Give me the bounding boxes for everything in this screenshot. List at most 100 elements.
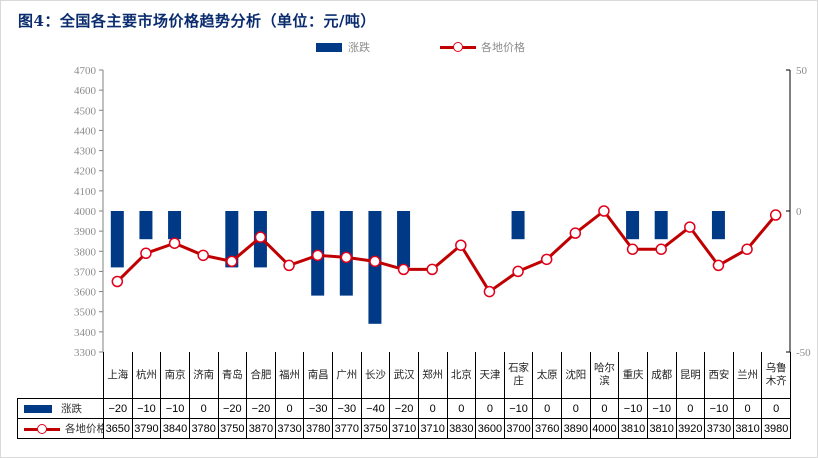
price-row-cell: 3840 (160, 418, 190, 439)
change-row-cell: −40 (360, 398, 391, 419)
price-marker (168, 237, 181, 249)
legend-label-price: 各地价格 (481, 41, 525, 54)
price-row-cell: 3780 (188, 418, 219, 439)
change-bar (168, 211, 182, 240)
category-label: 重庆 (618, 352, 648, 399)
price-row-cell: 3830 (446, 418, 477, 439)
change-row-cell: 0 (475, 398, 505, 419)
price-marker (369, 255, 381, 268)
price-row-cell: 3730 (274, 418, 305, 439)
change-row-cell: −10 (160, 398, 190, 419)
price-row-cell: 3810 (618, 418, 648, 439)
category-label: 广州 (332, 352, 362, 399)
price-marker (655, 243, 667, 256)
left-axis-tick-label: 4500 (74, 105, 97, 117)
price-row-cell: 3920 (675, 418, 706, 439)
price-marker (569, 227, 582, 239)
change-row-cell: −20 (389, 398, 419, 419)
change-bar (711, 211, 725, 240)
category-label: 西安 (704, 352, 734, 399)
left-axis-tick-label: 4400 (74, 125, 97, 137)
price-marker (254, 231, 267, 243)
data-table: 上海 杭州 南京 济南 青岛 合肥 福州 南昌 广州 长沙 武汉 郑州 北京 天津 石家庄太原 沈阳 哈尔滨重庆… (17, 352, 791, 439)
price-row-cell: 4000 (589, 418, 620, 439)
bar-swatch-icon (316, 42, 342, 52)
left-axis-tick-label: 4700 (74, 65, 97, 77)
change-row-cell: −10 (618, 398, 648, 419)
category-label: 成都 (646, 352, 677, 399)
legend-item-change: 涨跌 (316, 40, 370, 54)
price-line (116, 209, 777, 294)
category-label: 济南 (188, 352, 219, 399)
left-axis-tick-label: 4200 (74, 166, 97, 178)
price-row-cell: 3730 (704, 418, 734, 439)
price-row-cell: 3710 (389, 418, 419, 439)
change-row-cell: −20 (103, 398, 133, 419)
table-corner (17, 352, 104, 399)
price-marker (197, 249, 209, 262)
left-axis-tick-label: 4300 (74, 146, 97, 158)
category-label: 长沙 (360, 352, 391, 399)
price-marker (483, 285, 496, 298)
change-row-cell: −10 (503, 398, 534, 419)
category-label: 合肥 (246, 352, 276, 399)
left-axis-tick-label: 4000 (74, 206, 97, 218)
change-bar (626, 211, 640, 240)
category-label: 福州 (274, 352, 305, 399)
change-bar (139, 211, 153, 240)
price-row-cell: 3600 (475, 418, 505, 439)
legend-label-change: 涨跌 (348, 41, 370, 54)
change-row-cell: −20 (246, 398, 276, 419)
change-row-cell: 0 (532, 398, 562, 419)
change-row-cell: −30 (332, 398, 362, 419)
price-row-label: 各地价格 (17, 418, 104, 439)
category-label: 沈阳 (561, 352, 591, 399)
bar-swatch-icon (24, 405, 52, 413)
price-marker (712, 259, 725, 272)
category-label: 石家庄 (503, 352, 534, 399)
line-marker-swatch-icon (24, 424, 60, 434)
price-row-cell: 3710 (417, 418, 448, 439)
price-row-cell: 3650 (103, 418, 133, 439)
change-row-cell: −10 (646, 398, 677, 419)
change-bar (654, 211, 668, 240)
price-row: 各地价格 3650 3790 3840 3780 3750 3870 3730 3780 3770… (17, 418, 791, 439)
left-axis-tick-label: 3900 (74, 226, 97, 238)
price-row-cell: 3750 (217, 418, 248, 439)
price-marker (540, 253, 553, 266)
left-axis-tick-label: 3800 (74, 246, 97, 258)
category-label: 太原 (532, 352, 562, 399)
change-row-cell: 0 (675, 398, 706, 419)
price-row-cell: 3790 (131, 418, 162, 439)
price-marker (426, 263, 438, 276)
change-row-label: 涨跌 (17, 398, 104, 419)
category-label: 青岛 (217, 352, 248, 399)
change-row-cell: 0 (589, 398, 620, 419)
right-axis-tick-label: 50 (796, 65, 808, 77)
price-marker (598, 205, 610, 217)
category-label: 上海 (103, 352, 133, 399)
price-marker (455, 239, 467, 251)
price-marker (311, 249, 324, 262)
category-label: 南昌 (303, 352, 333, 399)
category-label: 天津 (475, 352, 505, 399)
change-row-cell: 0 (417, 398, 448, 419)
left-axis-tick-label: 3700 (74, 266, 97, 278)
left-axis-tick-label: 3500 (74, 307, 97, 319)
price-row-cell: 3760 (532, 418, 562, 439)
change-bar (397, 211, 411, 268)
price-marker (226, 255, 238, 268)
chart-title: 图4：全国各主要市场价格趋势分析（单位：元/吨） (18, 12, 376, 30)
price-marker (111, 275, 124, 288)
left-axis-tick-label: 4100 (74, 186, 97, 198)
price-marker (140, 247, 152, 260)
legend-item-price: 各地价格 (440, 40, 525, 54)
category-label: 武汉 (389, 352, 419, 399)
change-row-cell: 0 (274, 398, 305, 419)
category-label: 昆明 (675, 352, 706, 399)
change-row-cell: 0 (761, 398, 791, 419)
change-row: 涨跌 −20 −10 −10 0 −20 −20 0 −30 −30 −40 −20 0 0 0 −10 0 0 0… (17, 398, 791, 419)
category-label: 北京 (446, 352, 477, 399)
change-row-cell: −10 (131, 398, 162, 419)
